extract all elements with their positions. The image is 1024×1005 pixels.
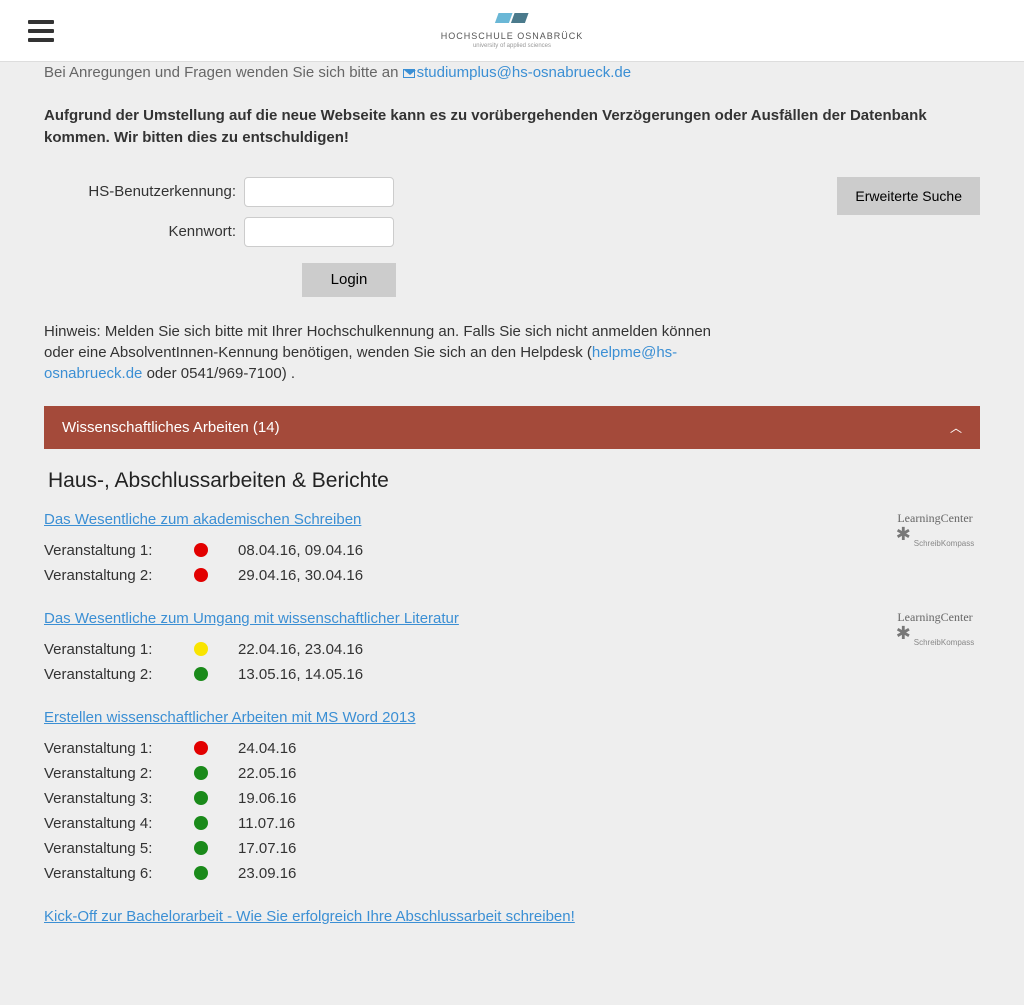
event-label: Veranstaltung 2: xyxy=(44,567,184,584)
status-dot xyxy=(194,866,208,880)
event-date: 29.04.16, 30.04.16 xyxy=(238,567,363,584)
hint-text-2: oder 0541/969-7100) . xyxy=(142,365,295,382)
brand-logo-area[interactable]: HOCHSCHULE OSNABRÜCK university of appli… xyxy=(441,13,584,49)
course-block: Das Wesentliche zum akademischen Schreib… xyxy=(44,511,980,584)
event-row: Veranstaltung 2: 29.04.16, 30.04.16 xyxy=(44,567,980,584)
status-dot xyxy=(194,841,208,855)
chevron-up-icon: ︿ xyxy=(950,419,962,436)
brand-subtitle: university of applied sciences xyxy=(441,43,584,49)
event-date: 19.06.16 xyxy=(238,790,296,807)
status-dot xyxy=(194,791,208,805)
courses-list: Das Wesentliche zum akademischen Schreib… xyxy=(44,511,980,939)
event-row: Veranstaltung 1: 24.04.16 xyxy=(44,740,980,757)
main-content: Bei Anregungen und Fragen wenden Sie sic… xyxy=(0,62,1024,1005)
event-label: Veranstaltung 2: xyxy=(44,765,184,782)
accordion-header[interactable]: Wissenschaftliches Arbeiten (14) ︿ xyxy=(44,406,980,449)
event-label: Veranstaltung 1: xyxy=(44,740,184,757)
course-block: Kick-Off zur Bachelorarbeit - Wie Sie er… xyxy=(44,908,980,939)
course-title-link[interactable]: Das Wesentliche zum akademischen Schreib… xyxy=(44,511,361,528)
course-title-link[interactable]: Erstellen wissenschaftlicher Arbeiten mi… xyxy=(44,709,416,726)
event-label: Veranstaltung 3: xyxy=(44,790,184,807)
event-row: Veranstaltung 5: 17.07.16 xyxy=(44,840,980,857)
brand-name: HOCHSCHULE OSNABRÜCK xyxy=(441,31,584,41)
learning-center-badge: LearningCenterSchreibKompass xyxy=(890,511,980,549)
login-area: HS-Benutzerkennung: Kennwort: Login Erwe… xyxy=(44,177,980,297)
login-button[interactable]: Login xyxy=(302,263,396,297)
event-label: Veranstaltung 1: xyxy=(44,641,184,658)
accordion: Wissenschaftliches Arbeiten (14) ︿ xyxy=(44,406,980,449)
event-label: Veranstaltung 4: xyxy=(44,815,184,832)
event-date: 17.07.16 xyxy=(238,840,296,857)
username-input[interactable] xyxy=(244,177,394,207)
course-block: Das Wesentliche zum Umgang mit wissensch… xyxy=(44,610,980,683)
status-dot xyxy=(194,766,208,780)
notice-text: Aufgrund der Umstellung auf die neue Web… xyxy=(44,105,980,149)
event-label: Veranstaltung 6: xyxy=(44,865,184,882)
course-title-link[interactable]: Kick-Off zur Bachelorarbeit - Wie Sie er… xyxy=(44,908,575,925)
mail-icon xyxy=(403,69,415,78)
learning-center-badge: LearningCenterSchreibKompass xyxy=(890,610,980,648)
event-date: 11.07.16 xyxy=(238,815,295,832)
section-title: Haus-, Abschlussarbeiten & Berichte xyxy=(48,469,980,493)
status-dot xyxy=(194,543,208,557)
event-row: Veranstaltung 1: 22.04.16, 23.04.16 xyxy=(44,641,980,658)
compass-icon xyxy=(896,528,914,546)
status-dot xyxy=(194,667,208,681)
status-dot xyxy=(194,741,208,755)
event-date: 08.04.16, 09.04.16 xyxy=(238,542,363,559)
event-row: Veranstaltung 3: 19.06.16 xyxy=(44,790,980,807)
intro-text: Bei Anregungen und Fragen wenden Sie sic… xyxy=(44,62,980,81)
top-header: HOCHSCHULE OSNABRÜCK university of appli… xyxy=(0,0,1024,62)
event-date: 22.04.16, 23.04.16 xyxy=(238,641,363,658)
compass-icon xyxy=(896,627,914,645)
event-row: Veranstaltung 6: 23.09.16 xyxy=(44,865,980,882)
status-dot xyxy=(194,642,208,656)
event-row: Veranstaltung 1: 08.04.16, 09.04.16 xyxy=(44,542,980,559)
course-title-link[interactable]: Das Wesentliche zum Umgang mit wissensch… xyxy=(44,610,459,627)
event-date: 13.05.16, 14.05.16 xyxy=(238,666,363,683)
event-row: Veranstaltung 4: 11.07.16 xyxy=(44,815,980,832)
event-label: Veranstaltung 1: xyxy=(44,542,184,559)
badge-subtitle: SchreibKompass xyxy=(914,638,974,647)
extended-search-button[interactable]: Erweiterte Suche xyxy=(837,177,980,215)
intro-email-link[interactable]: studiumplus@hs-osnabrueck.de xyxy=(417,64,632,81)
event-date: 22.05.16 xyxy=(238,765,296,782)
event-label: Veranstaltung 2: xyxy=(44,666,184,683)
username-label: HS-Benutzerkennung: xyxy=(44,183,244,200)
event-date: 24.04.16 xyxy=(238,740,296,757)
status-dot xyxy=(194,568,208,582)
menu-icon[interactable] xyxy=(28,20,54,42)
intro-prefix: Bei Anregungen und Fragen wenden Sie sic… xyxy=(44,64,403,81)
badge-subtitle: SchreibKompass xyxy=(914,539,974,548)
password-label: Kennwort: xyxy=(44,223,244,240)
login-form: HS-Benutzerkennung: Kennwort: Login xyxy=(44,177,396,297)
event-date: 23.09.16 xyxy=(238,865,296,882)
event-row: Veranstaltung 2: 13.05.16, 14.05.16 xyxy=(44,666,980,683)
logo-icon xyxy=(497,13,527,27)
status-dot xyxy=(194,816,208,830)
password-input[interactable] xyxy=(244,217,394,247)
event-label: Veranstaltung 5: xyxy=(44,840,184,857)
login-hint: Hinweis: Melden Sie sich bitte mit Ihrer… xyxy=(44,321,724,384)
accordion-title: Wissenschaftliches Arbeiten (14) xyxy=(62,419,280,436)
course-block: Erstellen wissenschaftlicher Arbeiten mi… xyxy=(44,709,980,882)
event-row: Veranstaltung 2: 22.05.16 xyxy=(44,765,980,782)
